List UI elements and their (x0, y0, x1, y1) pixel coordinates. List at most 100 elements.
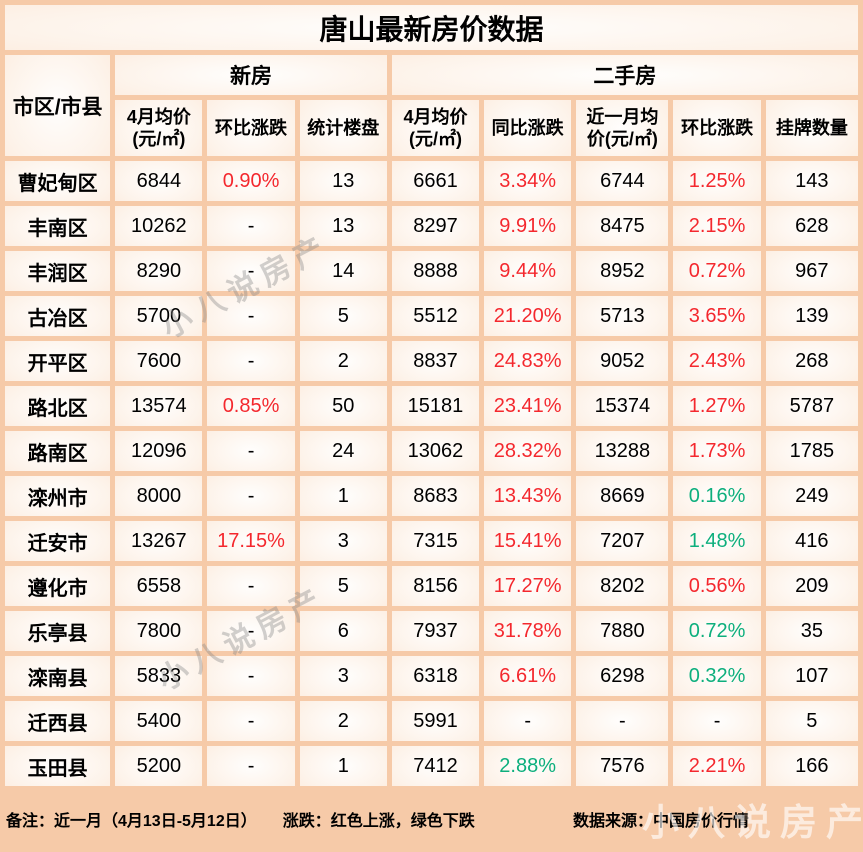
table-row: 滦州市 8000 - 1 8683 13.43% 8669 0.16% 249 (5, 476, 858, 516)
new-project-count-cell: 14 (299, 251, 387, 291)
listing-count-cell: 1785 (765, 431, 858, 471)
used-mom-change-cell: 0.72% (673, 251, 761, 291)
table-row: 路北区 13574 0.85% 50 15181 23.41% 15374 1.… (5, 386, 858, 426)
new-project-count-cell: 13 (299, 206, 387, 246)
used-yoy-change-cell: 31.78% (484, 611, 572, 651)
used-april-avg-price-cell: 15181 (391, 386, 480, 426)
used-month-avg-price-cell: 5713 (576, 296, 669, 336)
used-mom-change-cell: 0.32% (673, 656, 761, 696)
new-mom-change-cell: - (207, 341, 295, 381)
used-month-avg-price-cell: 13288 (576, 431, 669, 471)
new-mom-change-cell: 0.85% (207, 386, 295, 426)
used-mom-change-cell: 3.65% (673, 296, 761, 336)
used-month-avg-price-cell: - (576, 701, 669, 741)
used-month-avg-price-cell: 7880 (576, 611, 669, 651)
new-april-avg-price-cell: 12096 (115, 431, 203, 471)
used-april-avg-price-cell: 8683 (391, 476, 480, 516)
new-mom-change-cell: - (207, 611, 295, 651)
footer-note-period: 备注：近一月（4月13日-5月12日） (6, 813, 257, 830)
used-mom-change-cell: 0.16% (673, 476, 761, 516)
region-name-cell: 滦南县 (5, 656, 111, 696)
used-mom-change-cell: 2.15% (673, 206, 761, 246)
new-april-avg-price-cell: 5833 (115, 656, 203, 696)
new-april-avg-price-cell: 6558 (115, 566, 203, 606)
new-april-avg-price-cell: 13574 (115, 386, 203, 426)
new-project-count-cell: 2 (299, 341, 387, 381)
column-header-new-april-avg-price: 4月均价(元/㎡) (115, 100, 203, 156)
column-header-used-mom-change: 环比涨跌 (673, 100, 761, 156)
listing-count-cell: 416 (765, 521, 858, 561)
new-project-count-cell: 13 (299, 161, 387, 201)
region-name-cell: 玉田县 (5, 746, 111, 786)
new-april-avg-price-cell: 5400 (115, 701, 203, 741)
listing-count-cell: 249 (765, 476, 858, 516)
new-project-count-cell: 1 (299, 746, 387, 786)
new-project-count-cell: 2 (299, 701, 387, 741)
region-name-cell: 滦州市 (5, 476, 111, 516)
new-project-count-cell: 3 (299, 656, 387, 696)
used-yoy-change-cell: 9.44% (484, 251, 572, 291)
column-header-listing-count: 挂牌数量 (765, 100, 858, 156)
new-project-count-cell: 24 (299, 431, 387, 471)
table-row: 曹妃甸区 6844 0.90% 13 6661 3.34% 6744 1.25%… (5, 161, 858, 201)
listing-count-cell: 268 (765, 341, 858, 381)
used-april-avg-price-cell: 8837 (391, 341, 480, 381)
used-mom-change-cell: 1.27% (673, 386, 761, 426)
used-month-avg-price-cell: 6744 (576, 161, 669, 201)
listing-count-cell: 5787 (765, 386, 858, 426)
used-yoy-change-cell: 21.20% (484, 296, 572, 336)
column-header-new-mom-change: 环比涨跌 (207, 100, 295, 156)
used-april-avg-price-cell: 8156 (391, 566, 480, 606)
used-yoy-change-cell: 2.88% (484, 746, 572, 786)
listing-count-cell: 143 (765, 161, 858, 201)
new-mom-change-cell: - (207, 476, 295, 516)
used-april-avg-price-cell: 6661 (391, 161, 480, 201)
new-mom-change-cell: - (207, 656, 295, 696)
new-mom-change-cell: - (207, 206, 295, 246)
new-april-avg-price-cell: 8000 (115, 476, 203, 516)
used-month-avg-price-cell: 8475 (576, 206, 669, 246)
table-row: 丰润区 8290 - 14 8888 9.44% 8952 0.72% 967 (5, 251, 858, 291)
new-project-count-cell: 5 (299, 566, 387, 606)
table-row: 开平区 7600 - 2 8837 24.83% 9052 2.43% 268 (5, 341, 858, 381)
used-yoy-change-cell: 15.41% (484, 521, 572, 561)
new-project-count-cell: 5 (299, 296, 387, 336)
page-title: 唐山最新房价数据 (5, 5, 858, 50)
new-april-avg-price-cell: 5200 (115, 746, 203, 786)
used-april-avg-price-cell: 6318 (391, 656, 480, 696)
region-name-cell: 丰南区 (5, 206, 111, 246)
used-yoy-change-cell: 9.91% (484, 206, 572, 246)
used-yoy-change-cell: 24.83% (484, 341, 572, 381)
used-month-avg-price-cell: 8202 (576, 566, 669, 606)
new-april-avg-price-cell: 10262 (115, 206, 203, 246)
table-row: 遵化市 6558 - 5 8156 17.27% 8202 0.56% 209 (5, 566, 858, 606)
sub-header-row: 4月均价(元/㎡) 环比涨跌 统计楼盘 4月均价(元/㎡) 同比涨跌 近一月均价… (5, 100, 858, 156)
new-april-avg-price-cell: 7800 (115, 611, 203, 651)
region-name-cell: 曹妃甸区 (5, 161, 111, 201)
used-month-avg-price-cell: 15374 (576, 386, 669, 426)
region-name-cell: 开平区 (5, 341, 111, 381)
used-yoy-change-cell: - (484, 701, 572, 741)
new-mom-change-cell: - (207, 566, 295, 606)
group-header-secondhand-housing: 二手房 (391, 55, 858, 95)
group-header-new-housing: 新房 (115, 55, 387, 95)
used-mom-change-cell: 0.72% (673, 611, 761, 651)
used-april-avg-price-cell: 8297 (391, 206, 480, 246)
table-row: 迁西县 5400 - 2 5991 - - - 5 (5, 701, 858, 741)
used-april-avg-price-cell: 7412 (391, 746, 480, 786)
new-april-avg-price-cell: 7600 (115, 341, 203, 381)
listing-count-cell: 209 (765, 566, 858, 606)
column-header-used-april-avg-price: 4月均价(元/㎡) (391, 100, 480, 156)
used-april-avg-price-cell: 8888 (391, 251, 480, 291)
new-project-count-cell: 50 (299, 386, 387, 426)
used-month-avg-price-cell: 8669 (576, 476, 669, 516)
column-header-used-yoy-change: 同比涨跌 (484, 100, 572, 156)
used-mom-change-cell: 2.43% (673, 341, 761, 381)
listing-count-cell: 35 (765, 611, 858, 651)
region-name-cell: 乐亭县 (5, 611, 111, 651)
new-mom-change-cell: - (207, 296, 295, 336)
new-april-avg-price-cell: 8290 (115, 251, 203, 291)
used-april-avg-price-cell: 5512 (391, 296, 480, 336)
table-row: 滦南县 5833 - 3 6318 6.61% 6298 0.32% 107 (5, 656, 858, 696)
region-name-cell: 古冶区 (5, 296, 111, 336)
